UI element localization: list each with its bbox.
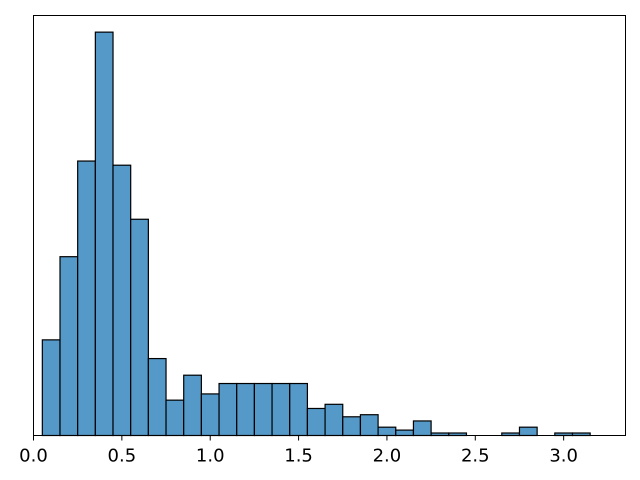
histogram-bar-19 <box>377 426 397 437</box>
x-axis-ticks: 0.0 0.5 1.0 1.5 2.0 2.5 3.0 <box>19 435 578 467</box>
histogram-bar-10 <box>218 382 238 437</box>
histogram-bar-4 <box>112 164 132 437</box>
histogram-bar-18 <box>359 414 379 437</box>
histogram-bar-9 <box>200 393 220 437</box>
x-tick-label-3: 1.5 <box>284 446 313 467</box>
histogram-bar-6 <box>147 357 167 437</box>
histogram-bar-7 <box>165 399 185 437</box>
histogram-bar-13 <box>271 382 291 437</box>
x-tick-label-6: 3.0 <box>549 446 578 467</box>
histogram-bar-21 <box>412 420 432 437</box>
histogram-bar-3 <box>94 31 114 437</box>
bars-layer <box>41 31 591 437</box>
x-tick-label-4: 2.0 <box>373 446 402 467</box>
x-tick-label-2: 1.0 <box>196 446 225 467</box>
histogram-bar-0 <box>41 339 61 437</box>
histogram-bar-5 <box>130 218 149 437</box>
plot-frame <box>33 15 626 436</box>
histogram-bar-12 <box>253 382 273 437</box>
histogram-bar-27 <box>518 426 538 437</box>
histogram-bar-11 <box>236 382 255 437</box>
histogram-bar-20 <box>395 429 415 437</box>
histogram-bar-2 <box>77 160 96 437</box>
histogram-bar-16 <box>324 403 344 437</box>
x-tick-label-5: 2.5 <box>461 446 490 467</box>
histogram-bar-15 <box>306 407 326 437</box>
histogram-bar-14 <box>289 382 309 437</box>
x-tick-label-1: 0.5 <box>108 446 137 467</box>
histogram-bar-1 <box>59 256 79 437</box>
histogram-bar-8 <box>183 374 202 437</box>
x-tick-label-0: 0.0 <box>19 446 48 467</box>
histogram-bar-17 <box>342 416 362 437</box>
